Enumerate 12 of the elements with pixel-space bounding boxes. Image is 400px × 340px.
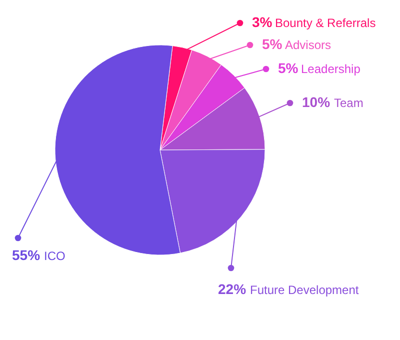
data-label: 5% — [278, 60, 299, 76]
slice-label: ICO — [44, 249, 66, 263]
data-label: 5% — [262, 36, 283, 52]
slice-label: Advisors — [285, 38, 332, 52]
slice-label: Team — [334, 96, 364, 110]
data-label: 55% — [12, 247, 41, 263]
data-label: 10% — [302, 94, 331, 110]
slice-label: Bounty & Referrals — [275, 16, 376, 30]
slice-label: Leadership — [301, 62, 361, 76]
data-label: 22% — [218, 281, 247, 297]
data-label: 3% — [252, 14, 273, 30]
slice-label: Future Development — [250, 283, 360, 297]
